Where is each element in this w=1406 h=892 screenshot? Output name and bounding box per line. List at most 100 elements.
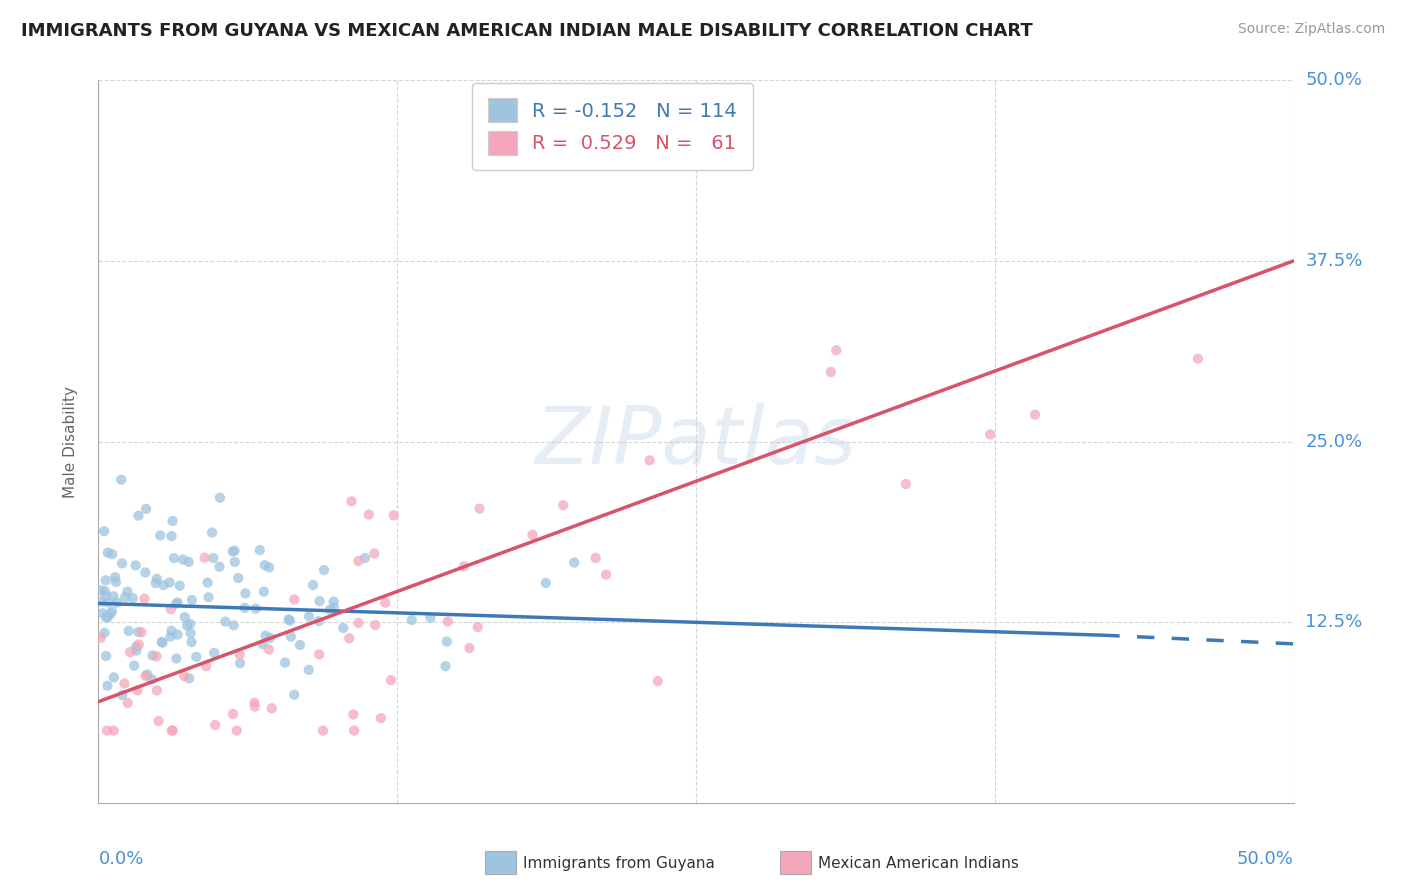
Point — [347, 554, 370, 568]
Point — [222, 544, 245, 558]
Point — [245, 601, 267, 615]
Point — [312, 723, 335, 738]
Point — [90, 631, 112, 645]
Point — [97, 546, 120, 560]
Point — [169, 579, 191, 593]
Point — [322, 594, 344, 608]
Point — [145, 576, 167, 591]
Point — [312, 563, 335, 577]
Point — [134, 591, 156, 606]
Point — [141, 673, 163, 687]
Point — [181, 593, 204, 607]
Point — [453, 559, 475, 574]
Point — [162, 514, 184, 528]
Point — [253, 584, 276, 599]
Point — [235, 586, 257, 600]
Point — [562, 556, 585, 570]
Point — [177, 555, 200, 569]
Point — [165, 651, 187, 665]
Point — [208, 491, 231, 505]
Point — [103, 723, 125, 738]
Point — [94, 584, 117, 599]
Point — [142, 648, 165, 663]
Text: 37.5%: 37.5% — [1306, 252, 1362, 270]
Point — [93, 524, 115, 538]
Point — [283, 688, 305, 702]
Text: Immigrants from Guyana: Immigrants from Guyana — [523, 856, 714, 871]
Point — [229, 648, 252, 662]
Point — [186, 649, 208, 664]
Point — [104, 570, 127, 584]
Point — [160, 602, 183, 616]
Point — [165, 597, 187, 611]
Point — [201, 525, 224, 540]
Point — [94, 589, 117, 603]
Point — [401, 613, 423, 627]
Point — [298, 609, 321, 624]
Point — [145, 649, 167, 664]
Point — [204, 718, 226, 732]
Point — [354, 551, 377, 566]
Point — [172, 552, 194, 566]
Point — [436, 634, 458, 648]
Point — [96, 723, 118, 738]
Point — [274, 656, 297, 670]
Point — [145, 572, 167, 586]
Point — [243, 696, 266, 710]
Point — [243, 699, 266, 714]
Point — [195, 659, 218, 673]
Point — [224, 555, 246, 569]
Point — [148, 714, 170, 728]
Point — [214, 615, 236, 629]
Point — [90, 583, 112, 598]
Point — [194, 550, 217, 565]
Point — [1024, 408, 1046, 422]
Point — [173, 610, 195, 624]
Point — [825, 343, 848, 358]
Point — [233, 600, 256, 615]
Point — [319, 602, 342, 616]
Point — [121, 591, 143, 606]
Point — [638, 453, 661, 467]
Point — [114, 591, 136, 605]
Point — [298, 663, 321, 677]
Point — [363, 547, 385, 561]
Point — [342, 707, 364, 722]
Point — [302, 578, 325, 592]
Point — [283, 592, 305, 607]
Text: Source: ZipAtlas.com: Source: ZipAtlas.com — [1237, 22, 1385, 37]
Point — [179, 617, 201, 632]
Point — [103, 670, 125, 684]
Point — [820, 365, 842, 379]
Point — [308, 594, 330, 608]
Point — [127, 625, 149, 640]
Point — [112, 676, 135, 690]
Point — [252, 637, 274, 651]
Point — [229, 657, 252, 671]
Point — [197, 575, 219, 590]
Point — [364, 618, 387, 632]
Point — [160, 723, 183, 738]
Point — [595, 567, 617, 582]
Point — [347, 615, 370, 630]
Point — [249, 543, 271, 558]
Point — [149, 528, 172, 542]
Point — [647, 674, 669, 689]
Point — [179, 672, 201, 686]
Point — [146, 683, 169, 698]
Text: IMMIGRANTS FROM GUYANA VS MEXICAN AMERICAN INDIAN MALE DISABILITY CORRELATION CH: IMMIGRANTS FROM GUYANA VS MEXICAN AMERIC… — [21, 22, 1033, 40]
Point — [254, 629, 277, 643]
Point — [224, 543, 246, 558]
Point — [176, 618, 198, 632]
Point — [122, 658, 145, 673]
Point — [159, 630, 181, 644]
Point — [1187, 351, 1209, 366]
Point — [97, 610, 120, 624]
Point — [257, 642, 280, 657]
Point — [166, 627, 188, 641]
Point — [467, 620, 489, 634]
Point — [278, 614, 301, 628]
Point — [380, 673, 402, 687]
Point — [222, 618, 245, 632]
Point — [135, 669, 157, 683]
